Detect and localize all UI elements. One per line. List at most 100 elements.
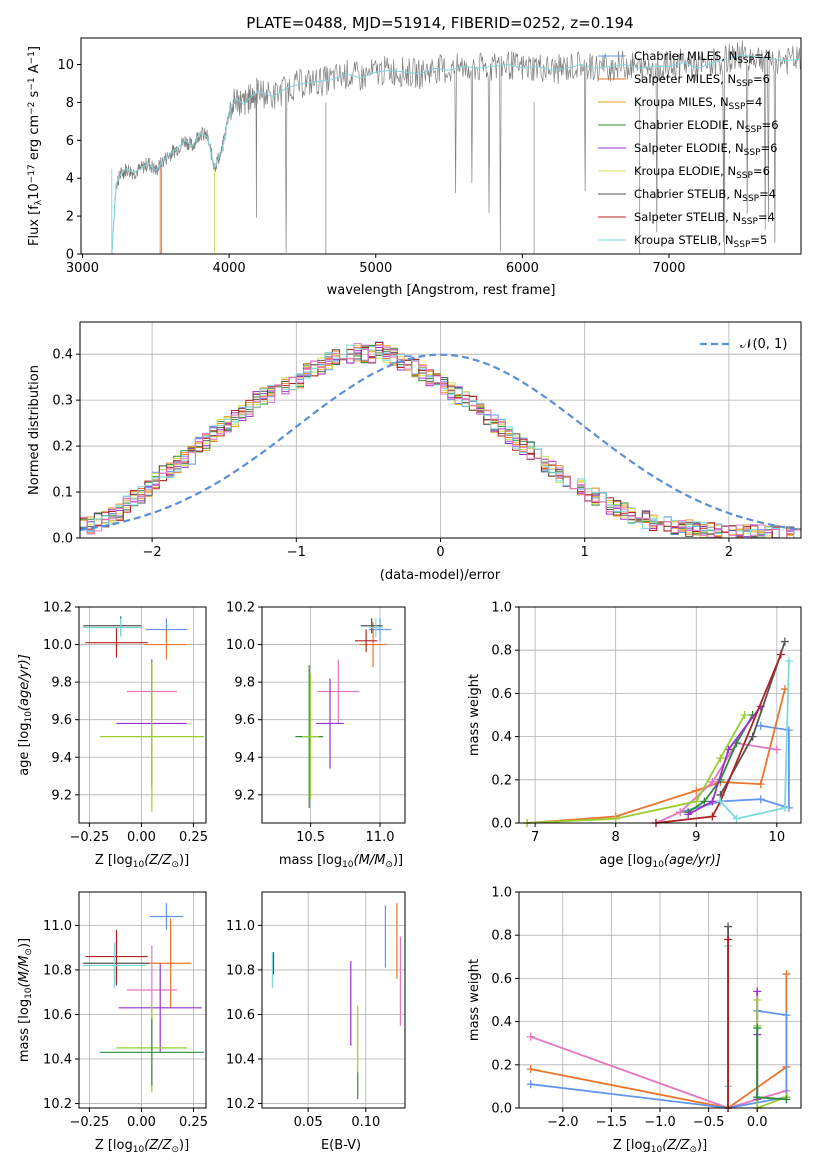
label-part: (M/M [17,956,32,988]
label-part: Salpeter ELODIE, N [634,141,744,155]
label-part: 10 [24,711,34,723]
x-tick-label: 9 [692,830,700,845]
label-part: 10 [133,860,145,870]
y-axis-label: mass weight [467,674,482,756]
label-part: )] [179,1138,189,1153]
y-tick-label: 0.2 [491,773,512,788]
y-tick-label: 9.6 [234,713,255,728]
x-tick-label: 0.25 [179,1115,208,1130]
mass-weight-marker [708,777,717,786]
x-tick-label: 0.00 [127,830,156,845]
y-tick-label: 9.6 [51,713,72,728]
axes-frame [261,606,406,824]
y-tick-label: 9.8 [234,676,255,691]
x-tick-label: −1.0 [644,1115,676,1130]
y-tick-label: 6 [66,134,74,149]
y-tick-label: 10.0 [43,638,72,653]
label-part: SSP [742,194,759,204]
label-part: age [log [599,853,652,868]
label-part: wavelength [Angstrom, rest frame] [327,283,556,298]
x-tick-label: −0.25 [69,1115,109,1130]
x-tick-label: 1 [581,545,589,560]
y-tick-label: 0.3 [52,394,73,409]
label-part: Chabrier ELODIE, N [634,118,745,132]
label-part: −2 [27,102,37,115]
axes-frame [78,606,207,824]
label-part: ⊙ [171,860,179,870]
label-part: SSP [729,102,746,112]
mass-weight-marker [692,786,701,795]
label-part: SSP [745,125,762,135]
label-part: )] [17,938,32,948]
normal-curve-line [79,353,802,531]
label-part: )] [393,853,403,868]
label-part: (age/yr)] [664,853,721,868]
mass-weight-marker [756,721,765,730]
mass-weight-marker [780,637,789,646]
label-part: age [log [17,723,32,776]
x-axis-label: Z [log10(Z/Z⊙)] [95,853,189,870]
y-tick-label: 9.8 [51,676,72,691]
label-part: =6 [753,72,770,86]
panel: 3000 4000 5000 6000 7000 0 2 4 6 8 10 wavelength [A… [27,37,802,298]
label-part: (Z/Z [662,1138,690,1153]
x-tick-label: 5000 [359,261,392,276]
y-tick-label: 1.0 [491,886,512,901]
label-part: λ [34,199,44,205]
label-part: Flux [f [27,205,42,246]
figure-title: PLATE=0488, MJD=51914, FIBERID=0252, z=0… [246,14,633,32]
y-tick-label: 11.0 [226,919,255,934]
mass-weight-line [687,705,762,816]
y-tick-label: 1.0 [491,601,512,616]
x-tick-label: 6000 [506,261,539,276]
axes-frame [80,37,802,255]
mass-weight-line [679,724,790,814]
x-tick-label: 0.10 [351,1115,380,1130]
label-part: −1 [27,77,37,90]
x-tick-label: 0.05 [294,1115,323,1130]
y-tick-label: 0.8 [491,929,512,944]
label-part: =6 [762,118,779,132]
mass-weight-marker [782,1095,791,1104]
model-spectrum-line [111,54,802,255]
label-part: SSP [736,79,753,89]
label-part: ⊙ [385,860,393,870]
y-axis-label: mass [log10(M/M⊙)] [17,938,34,1062]
legend-entry: Chabrier ELODIE, NSSP=6 [634,118,779,135]
mass-weight-marker [782,970,791,979]
panel: 0.05 0.10 10.2 10.4 10.6 10.8 11.0 E(B-V) [226,891,406,1153]
y-tick-label: 10.4 [43,1053,72,1068]
legend-entry: Kroupa ELODIE, NSSP=6 [634,164,770,181]
label-part: Z [log [613,1138,651,1153]
histogram-step-line [80,345,801,539]
y-tick-label: 0.2 [52,440,73,455]
x-tick-label: 0.25 [179,830,208,845]
legend-entry: 𝒩(0, 1) [740,337,787,352]
mass-weight-marker [724,935,733,944]
mass-weight-marker [756,780,765,789]
x-tick-label: 0.0 [747,1115,768,1130]
label-part: s [27,90,42,101]
mass-weight-marker [782,1011,791,1020]
mass-weight-marker [708,797,717,806]
x-tick-label: 8 [612,830,620,845]
label-part: Kroupa STELIB, N [634,233,734,247]
x-tick-label: −2 [143,545,162,560]
y-tick-label: 10.6 [226,1008,255,1023]
y-tick-label: 0.1 [52,486,73,501]
y-tick-label: 9.2 [51,788,72,803]
label-part: erg cm [27,115,42,164]
x-tick-label: 10 [769,830,786,845]
label-part: ] [27,46,42,51]
label-part: SSP [737,56,754,66]
x-axis-label: age [log10(age/yr)] [599,853,721,870]
x-axis-label: (data-model)/error [380,568,501,583]
x-axis-label: E(B-V) [321,1138,361,1153]
data-spectrum-line [111,40,801,255]
x-tick-label: −0.25 [69,830,109,845]
y-axis-label: mass weight [467,959,482,1041]
y-tick-label: 10.8 [226,963,255,978]
y-tick-label: 0.4 [491,1015,512,1030]
mass-weight-marker [611,814,620,823]
